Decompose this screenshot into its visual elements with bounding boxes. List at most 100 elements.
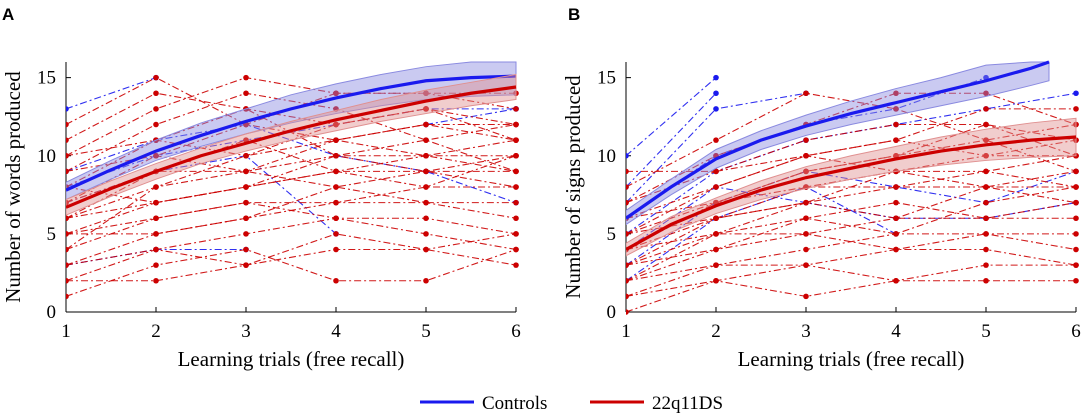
data-point	[513, 246, 519, 253]
data-point	[1073, 262, 1079, 268]
data-point	[66, 215, 69, 222]
y-axis-label: Number of words produced	[1, 71, 25, 303]
data-point	[626, 262, 629, 268]
x-tick-label: 6	[1071, 321, 1081, 342]
x-axis-label: Learning trials (free recall)	[178, 347, 405, 371]
x-tick-label: 5	[981, 321, 991, 342]
individual-trajectory	[66, 77, 517, 172]
data-point	[893, 106, 899, 112]
patients-fit-line	[66, 85, 517, 209]
data-point	[423, 121, 429, 128]
individual-trajectory	[66, 233, 517, 282]
individual-trajectory	[626, 155, 1076, 235]
data-point	[983, 90, 989, 97]
legend-patients-label: 22q11DS	[652, 393, 723, 414]
data-point	[983, 152, 989, 159]
individual-trajectory	[626, 92, 1077, 204]
data-point	[333, 90, 339, 97]
x-tick-label: 1	[621, 321, 631, 342]
individual-trajectory	[626, 92, 807, 204]
individual-trajectory	[66, 248, 517, 297]
data-point	[333, 152, 339, 159]
data-point	[1073, 168, 1079, 175]
data-point	[243, 215, 249, 222]
data-point	[713, 231, 719, 237]
individual-trajectory	[66, 233, 517, 282]
individual-trajectory	[66, 108, 517, 188]
data-point	[1073, 231, 1079, 237]
data-point	[66, 106, 69, 112]
data-point	[333, 231, 339, 237]
data-point	[803, 293, 809, 300]
panel-a: A 1 2 3 4 5 6 0 5 10 15 Learning trials (free recal…	[1, 5, 521, 371]
individual-trajectory	[66, 155, 517, 235]
data-point	[983, 137, 989, 143]
data-point	[153, 215, 159, 222]
data-point	[713, 262, 719, 268]
data-point	[423, 137, 429, 143]
data-point	[983, 231, 989, 237]
data-point	[803, 231, 809, 237]
panel-letter: A	[2, 5, 14, 24]
data-point	[983, 277, 989, 284]
data-point	[983, 106, 989, 112]
individual-trajectory	[626, 233, 1077, 282]
individual-trajectory	[66, 123, 516, 219]
data-point	[153, 277, 159, 284]
data-point	[983, 262, 989, 268]
data-point	[1073, 246, 1079, 253]
data-point	[333, 137, 339, 143]
individual-trajectory	[626, 186, 1077, 266]
data-point	[893, 277, 899, 284]
data-point	[153, 106, 159, 112]
data-point	[1073, 199, 1079, 206]
panel-b: B 1 2 3 4 5 6 0 5 10 15 Learning trials (free recal…	[561, 5, 1081, 371]
individual-trajectory	[626, 186, 1077, 251]
data-point	[803, 262, 809, 268]
data-point	[713, 137, 719, 143]
x-tick-label: 5	[421, 321, 431, 342]
data-point	[333, 184, 339, 190]
data-point	[626, 309, 629, 315]
plot-area	[66, 61, 519, 300]
data-point	[423, 231, 429, 237]
individual-trajectory	[626, 186, 897, 282]
individual-trajectory	[626, 139, 1076, 172]
data-point	[513, 184, 519, 190]
patients-confidence-band	[626, 117, 1077, 257]
y-tick-label: 15	[37, 68, 56, 89]
data-point	[333, 121, 339, 128]
individual-trajectory	[66, 186, 516, 251]
y-axis-label: Number of signs produced	[561, 75, 585, 299]
data-point	[153, 262, 159, 268]
y-tick-label: 10	[37, 146, 56, 167]
data-point	[66, 293, 69, 300]
data-point	[1073, 106, 1079, 112]
data-point	[243, 246, 249, 253]
data-point	[243, 184, 249, 190]
data-point	[66, 199, 69, 206]
data-point	[513, 137, 519, 143]
individual-trajectory	[626, 280, 1076, 313]
x-axis-label: Learning trials (free recall)	[738, 347, 965, 371]
data-point	[893, 184, 899, 190]
data-point	[243, 231, 249, 237]
data-point	[983, 184, 989, 190]
individual-trajectory	[626, 264, 1076, 297]
individual-trajectory	[425, 108, 517, 126]
data-point	[423, 168, 429, 175]
data-point	[513, 215, 519, 222]
data-point	[513, 152, 519, 159]
individual-trajectory	[66, 123, 517, 204]
data-point	[713, 168, 719, 175]
data-point	[713, 74, 719, 81]
controls-fit-line	[626, 60, 1050, 220]
data-point	[66, 168, 69, 175]
data-point	[803, 152, 809, 159]
data-point	[803, 168, 809, 175]
individual-trajectory	[66, 202, 517, 235]
data-point	[333, 277, 339, 284]
y-tick-label: 0	[607, 302, 617, 323]
data-point	[66, 262, 69, 268]
individual-trajectory	[626, 170, 1077, 251]
